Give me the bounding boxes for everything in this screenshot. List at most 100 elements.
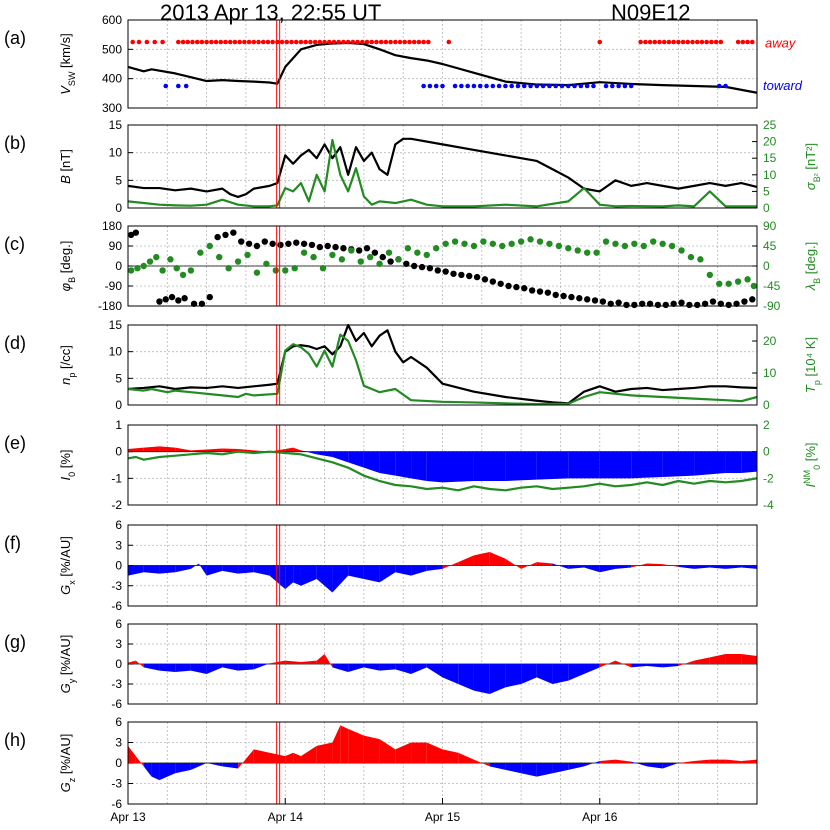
data-point-phi	[717, 300, 725, 307]
data-point-away	[393, 39, 398, 45]
y-tick-label: 3	[115, 637, 122, 651]
data-point-away	[718, 39, 724, 45]
data-point-lambda	[555, 242, 563, 250]
data-point-phi	[709, 298, 717, 305]
data-point-lambda	[134, 265, 141, 272]
data-point-lambda	[179, 271, 187, 279]
area-segment	[300, 660, 317, 664]
data-point-toward	[183, 83, 189, 89]
data-point-away	[176, 39, 181, 45]
data-point-toward	[716, 83, 722, 89]
data-point-phi	[741, 298, 748, 305]
data-point-phi	[544, 289, 552, 296]
data-point-toward	[421, 83, 426, 89]
data-point-away	[303, 39, 308, 45]
data-point-lambda	[583, 249, 591, 256]
data-point-away	[242, 39, 247, 45]
y-tick-label: 5	[115, 173, 122, 187]
data-point-phi	[132, 229, 140, 236]
area-segment	[442, 749, 459, 763]
data-point-toward	[578, 83, 584, 89]
data-point-phi	[340, 245, 347, 252]
area-segment	[552, 664, 569, 684]
annotation-away: away	[765, 35, 797, 50]
data-point-away	[256, 39, 261, 45]
data-point-toward	[477, 83, 483, 89]
data-point-phi	[269, 240, 276, 247]
area-segment	[631, 451, 663, 479]
data-point-lambda	[546, 240, 553, 247]
data-point-lambda	[433, 245, 440, 252]
area-segment	[662, 763, 679, 769]
data-point-away	[326, 39, 332, 45]
area-segment	[316, 451, 333, 457]
data-point-away	[279, 39, 285, 45]
area-segment	[662, 564, 679, 567]
data-point-phi	[662, 301, 669, 309]
data-point-away	[194, 39, 200, 45]
area-segment	[568, 451, 600, 479]
area-segment	[741, 759, 757, 763]
area-segment	[332, 664, 349, 672]
area-segment	[599, 660, 616, 668]
data-point-phi	[253, 242, 261, 250]
data-point-lambda	[357, 258, 364, 265]
data-point-phi	[466, 272, 473, 280]
y-right-tick-label: 0	[763, 201, 770, 215]
y-right-tick-label: -45	[763, 279, 781, 293]
area-segment	[615, 759, 632, 763]
data-point-toward	[534, 83, 540, 89]
data-point-lambda	[159, 267, 166, 274]
data-point-away	[213, 39, 219, 45]
panel-frame	[127, 424, 758, 506]
data-point-phi	[670, 300, 677, 307]
y-right-tick-label: -4	[763, 498, 774, 512]
data-point-toward	[584, 83, 590, 89]
data-point-lambda	[348, 247, 355, 254]
area-segment	[646, 763, 663, 769]
area-segment	[253, 565, 270, 576]
data-point-toward	[572, 83, 577, 89]
data-point-lambda	[593, 249, 600, 256]
data-point-lambda	[499, 242, 506, 250]
data-point-lambda	[725, 280, 732, 287]
y-tick-label: -3	[111, 579, 122, 593]
data-point-phi	[725, 301, 732, 309]
data-point-away	[341, 39, 346, 45]
data-point-lambda	[750, 282, 758, 290]
data-point-away	[350, 39, 356, 45]
panel-d: 0 5 10 15 0 10 20 (d) np [/cc] Tp [10⁴ K]	[4, 318, 822, 412]
area-segment	[190, 563, 199, 569]
area-segment	[143, 446, 160, 452]
data-point-phi	[403, 260, 410, 267]
data-point-phi	[473, 273, 481, 281]
data-point-away	[671, 39, 676, 45]
data-point-away	[713, 39, 719, 45]
data-point-away	[597, 39, 603, 45]
data-point-lambda	[734, 278, 742, 285]
data-point-phi	[639, 300, 646, 307]
data-point-lambda	[244, 251, 251, 259]
area-segment	[694, 565, 710, 569]
data-point-lambda	[197, 249, 204, 256]
area-segment	[269, 660, 286, 664]
data-point-lambda	[668, 242, 676, 250]
area-segment	[599, 451, 632, 479]
data-point-away	[251, 39, 257, 45]
data-point-phi	[552, 291, 559, 299]
data-point-lambda	[640, 242, 647, 250]
y-tick-label: -6	[111, 797, 122, 811]
data-point-away	[388, 39, 393, 45]
area-segment	[411, 664, 427, 674]
data-point-toward	[723, 83, 728, 89]
area-segment	[552, 563, 569, 569]
data-point-phi	[214, 233, 221, 241]
panel-frame	[127, 623, 758, 705]
y-axis-label: I0 [%]	[58, 449, 77, 480]
area-segment	[552, 763, 569, 774]
area-segment	[395, 742, 412, 763]
data-point-lambda	[423, 251, 430, 259]
data-point-lambda	[385, 249, 393, 256]
data-point-phi	[410, 262, 418, 270]
area-segment	[426, 451, 443, 483]
